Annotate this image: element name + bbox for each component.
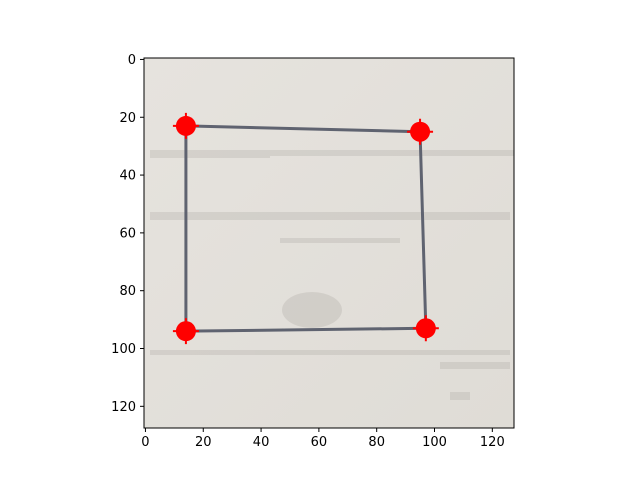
photo-background — [144, 58, 514, 428]
data-point-cross-0-2 — [172, 318, 199, 345]
y-tick-label: 40 — [119, 169, 136, 184]
marker-group — [172, 112, 439, 345]
y-axis: 0 20 40 60 80 100 120 — [111, 53, 144, 415]
data-point-cross-0-0 — [172, 112, 199, 139]
x-axis: 0 20 40 60 80 100 120 — [141, 428, 505, 450]
x-tick-label: 80 — [368, 435, 385, 450]
faint-print-band — [450, 392, 470, 400]
faint-print-band — [150, 350, 510, 355]
axes-frame — [143, 57, 515, 429]
faint-print-band — [280, 238, 400, 243]
faint-print-band — [150, 212, 510, 220]
y-tick-label: 60 — [119, 226, 136, 241]
faint-print-blob — [282, 292, 342, 328]
faint-print-band — [440, 362, 510, 369]
y-tick-label: 20 — [119, 111, 136, 126]
x-tick-label: 100 — [422, 435, 447, 450]
data-point-cross-0-3 — [412, 315, 439, 342]
data-point-cross-0-1 — [407, 118, 434, 145]
faint-print-texture — [150, 150, 514, 400]
x-tick-label: 0 — [141, 435, 149, 450]
y-tick-label: 0 — [128, 53, 136, 68]
x-tick-label: 20 — [195, 435, 212, 450]
plot-area — [144, 58, 514, 428]
y-tick-label: 100 — [111, 342, 136, 357]
y-tick-label: 80 — [119, 284, 136, 299]
x-tick-label: 120 — [480, 435, 505, 450]
y-tick-label: 120 — [111, 400, 136, 415]
faint-print-band — [265, 150, 514, 156]
x-tick-label: 60 — [311, 435, 328, 450]
x-tick-label: 40 — [253, 435, 270, 450]
faint-print-band — [150, 150, 270, 158]
